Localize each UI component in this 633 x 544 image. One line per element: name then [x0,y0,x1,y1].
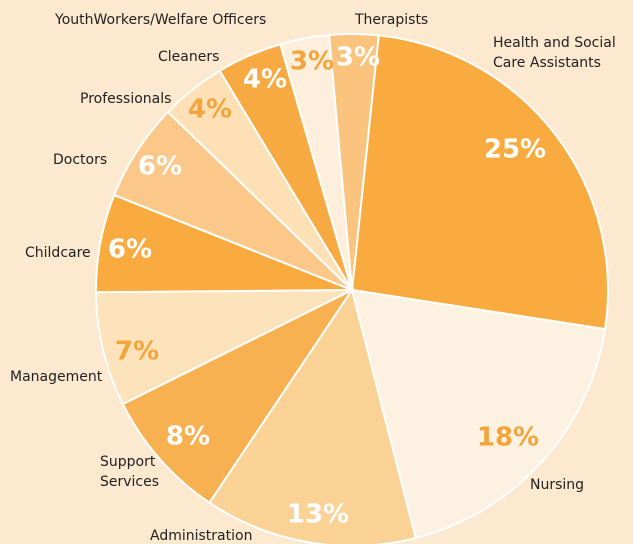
category-label: Administration [150,528,253,544]
pie-slice [121,287,355,505]
value-label: 7% [115,337,159,367]
category-label: Doctors [53,152,108,168]
category-label: Cleaners [158,49,220,65]
category-label: Support Services [100,454,160,490]
value-label: 18% [477,423,539,453]
value-label: 8% [166,422,210,452]
value-label: 13% [287,500,349,530]
category-label: Therapists [355,12,429,28]
category-label: Management [10,369,103,385]
category-label: Professionals [80,91,172,107]
category-label: Childcare [25,245,91,261]
pie-slice [208,287,417,544]
pie-slice [350,34,609,331]
category-label: Health and Social Care Assistants [493,35,616,71]
category-label: YouthWorkers/Welfare Officers [55,12,267,28]
value-label: 4% [243,65,287,95]
value-label: 3% [290,47,334,77]
value-label: 3% [336,43,380,73]
pie-slice [350,288,607,540]
value-label: 6% [138,152,182,182]
value-label: 4% [188,95,232,125]
pie-slice [328,33,380,291]
value-label: 6% [108,235,152,265]
value-label: 25% [484,135,546,165]
pie-slice [95,289,353,406]
category-label: Nursing [530,477,585,493]
